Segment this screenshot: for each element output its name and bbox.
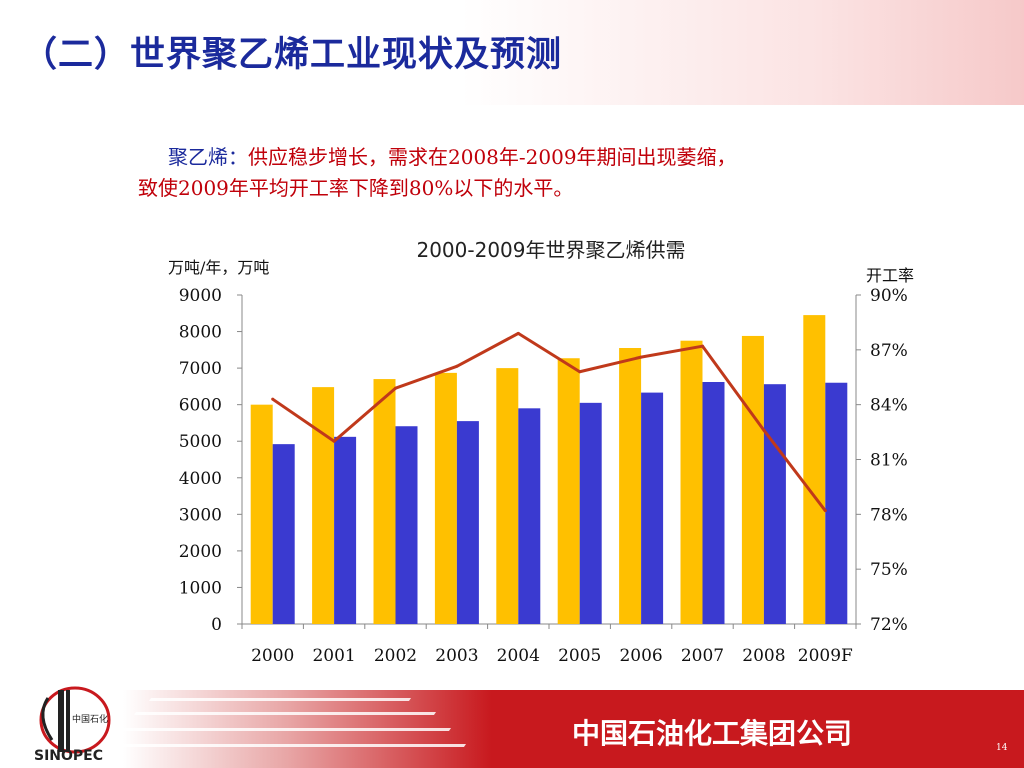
chart-line — [271, 331, 827, 513]
supply-demand-chart: 2000-2009年世界聚乙烯供需 万吨/年，万吨 开工率 9000 8000 70… — [168, 238, 914, 666]
line-point — [455, 364, 459, 368]
y-tick-label: 6000 — [179, 396, 222, 416]
description-line-1: 聚乙烯：供应稳步增长，需求在2008年-2009年期间出现萎缩， — [138, 142, 958, 173]
bar-demand — [334, 436, 357, 624]
bar-demand — [702, 382, 725, 624]
line-point — [701, 344, 704, 348]
title-band — [0, 0, 1024, 105]
x-tick-label: 2009F — [798, 646, 853, 666]
line-point — [332, 439, 336, 443]
y-tick-label: 4000 — [179, 469, 222, 489]
footer-band — [0, 690, 1024, 768]
bar-supply — [312, 387, 335, 624]
y-tick-label: 0 — [211, 615, 222, 635]
x-tick-label: 2001 — [312, 646, 355, 666]
x-tick-label: 2006 — [619, 646, 662, 666]
y2-tick-label: 78% — [870, 505, 908, 525]
bar-demand — [456, 421, 479, 624]
bar-demand — [579, 402, 602, 624]
line-point — [823, 509, 827, 513]
bar-supply — [434, 372, 457, 624]
bar-supply — [373, 379, 396, 624]
bar-supply — [803, 315, 826, 624]
bar-supply — [619, 348, 642, 624]
line-utilization-rate — [271, 331, 827, 512]
y2-tick-label: 72% — [870, 615, 908, 635]
bar-demand — [763, 384, 786, 624]
bar-demand — [825, 382, 848, 624]
bar-supply — [680, 340, 703, 624]
bar-demand — [272, 444, 295, 624]
svg-text:SINOPEC: SINOPEC — [34, 748, 103, 764]
y-tick-label: 5000 — [179, 432, 222, 452]
line-point — [516, 331, 520, 335]
bar-supply — [496, 368, 519, 624]
description-lead: 聚乙烯： — [168, 145, 248, 169]
x-tick-label: 2004 — [497, 646, 540, 666]
y-tick-label: 3000 — [179, 505, 222, 525]
bar-supply — [741, 335, 764, 624]
page-number: 14 — [996, 743, 1008, 753]
description-text: 聚乙烯：供应稳步增长，需求在2008年-2009年期间出现萎缩， 致使2009年… — [138, 142, 958, 204]
bar-demand — [641, 392, 664, 624]
x-tick-label: 2007 — [681, 646, 724, 666]
line-point — [762, 428, 766, 432]
chart-title: 2000-2009年世界聚乙烯供需 — [416, 238, 685, 262]
x-tick-label: 2008 — [742, 646, 785, 666]
x-tick-label: 2000 — [251, 646, 294, 666]
line-point — [639, 355, 643, 359]
y-tick-label: 8000 — [179, 323, 222, 343]
sinopec-logo: 中国石化 SINOPEC — [34, 686, 111, 764]
bar-supply — [250, 404, 273, 624]
bar-supply — [557, 358, 580, 624]
x-tick-label: 2003 — [435, 646, 478, 666]
description-line-1-rest: 供应稳步增长，需求在2008年-2009年期间出现萎缩， — [248, 145, 737, 169]
y2-tick-label: 90% — [870, 286, 908, 306]
svg-text:中国石化: 中国石化 — [72, 713, 108, 725]
chart-tick-labels: 9000 8000 7000 6000 5000 4000 3000 2000 1000 0 90%… — [179, 286, 908, 666]
y-tick-label: 9000 — [179, 286, 222, 306]
slide-title: （二）世界聚乙烯工业现状及预测 — [22, 35, 563, 75]
y2-tick-label: 81% — [870, 451, 908, 471]
line-point — [578, 370, 582, 374]
bar-demand — [518, 408, 541, 624]
y2-tick-label: 87% — [870, 341, 908, 361]
y-axis-label: 万吨/年，万吨 — [168, 258, 269, 277]
chart-bars — [250, 315, 848, 624]
y-tick-label: 1000 — [179, 578, 222, 598]
bar-demand — [395, 426, 418, 624]
y-tick-label: 7000 — [179, 359, 222, 379]
y2-tick-label: 75% — [870, 560, 908, 580]
line-point — [394, 386, 397, 390]
y-tick-label: 2000 — [179, 542, 222, 562]
line-point — [271, 397, 275, 401]
company-name: 中国石油化工集团公司 — [572, 717, 853, 750]
y2-axis-label: 开工率 — [866, 266, 914, 285]
x-tick-label: 2005 — [558, 646, 601, 666]
x-tick-label: 2002 — [374, 646, 417, 666]
y2-tick-label: 84% — [870, 396, 908, 416]
description-line-2: 致使2009年平均开工率下降到80%以下的水平。 — [138, 176, 574, 200]
